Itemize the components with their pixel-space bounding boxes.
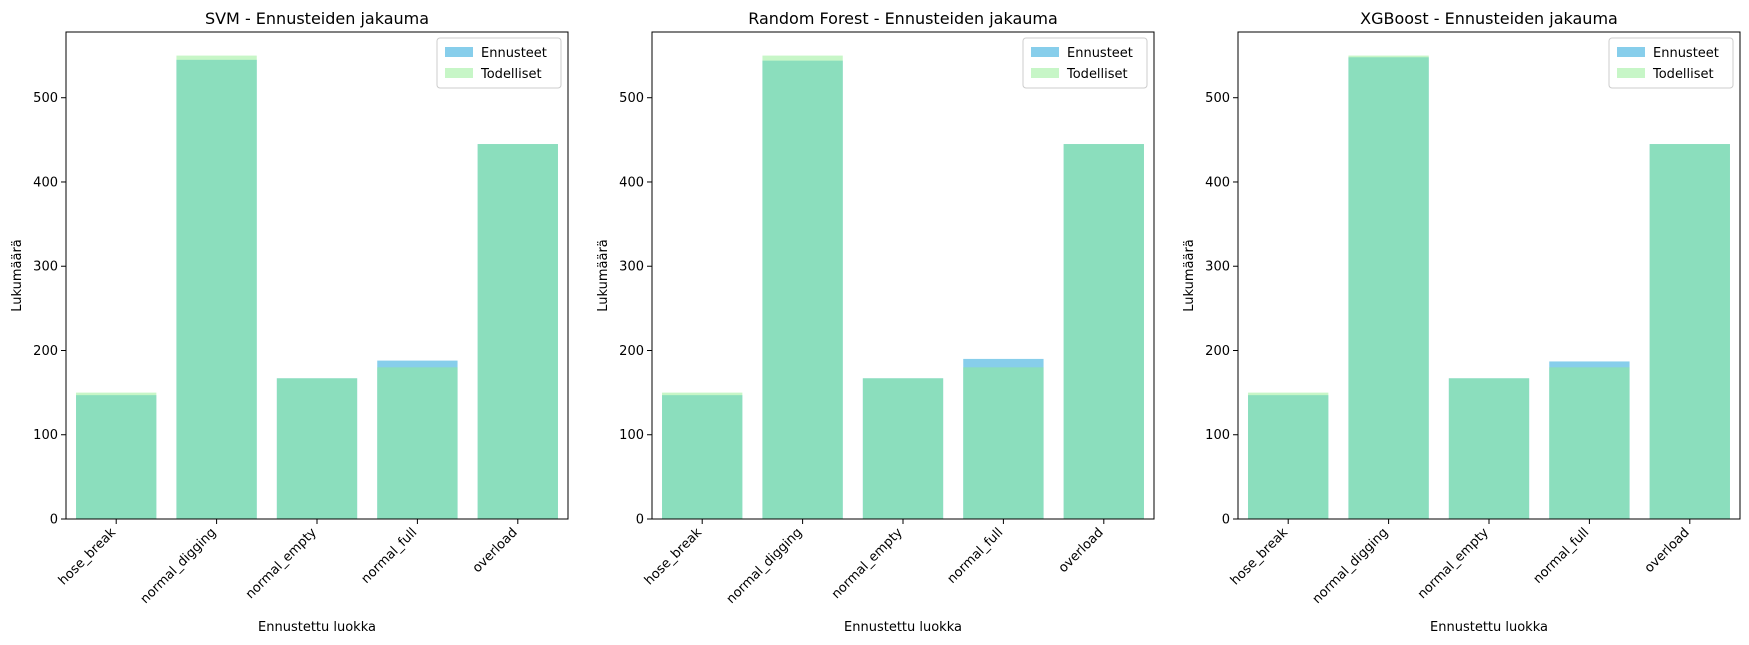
y-axis-label: Lukumäärä <box>596 239 611 312</box>
x-tick-label: normal_digging <box>138 525 220 607</box>
x-tick-label: normal_empty <box>829 525 906 602</box>
bar-todelliset-normal_full <box>377 367 458 519</box>
x-tick-label: hose_break <box>1228 525 1291 588</box>
axes-frame <box>651 31 1155 520</box>
y-tick-label: 200 <box>33 344 58 359</box>
legend: Ennusteet Todelliset <box>1022 37 1148 89</box>
bar-todelliset-normal_empty <box>1448 378 1530 519</box>
legend-label-todelliset: Todelliset <box>480 67 542 82</box>
y-tick-label: 400 <box>33 175 58 190</box>
x-tick-label: normal_digging <box>1310 525 1392 607</box>
legend-label-ennusteet: Ennusteet <box>481 46 547 61</box>
chart-panel-2: Random Forest - Ennusteiden jakauma hose_… <box>596 9 1155 635</box>
y-tick-label: 400 <box>619 175 644 190</box>
axes-frame <box>1237 31 1741 520</box>
x-axis-label: Ennustettu luokka <box>258 620 376 635</box>
bar-todelliset-hose_break <box>76 392 157 519</box>
legend-swatch-todelliset <box>445 68 473 78</box>
x-tick-label: normal_full <box>945 525 1007 587</box>
x-axis-label: Ennustettu luokka <box>844 620 962 635</box>
bar-todelliset-normal_full <box>963 367 1044 519</box>
y-axis-label: Lukumäärä <box>10 239 25 312</box>
bar-todelliset-normal_digging <box>762 55 843 519</box>
y-tick-label: 500 <box>1205 91 1230 106</box>
x-tick-label: normal_empty <box>1415 525 1492 602</box>
y-tick-label: 500 <box>619 91 644 106</box>
y-tick-label: 200 <box>1205 344 1230 359</box>
x-tick-label: normal_full <box>359 525 421 587</box>
chart-title: XGBoost - Ennusteiden jakauma <box>1360 9 1618 28</box>
y-tick-label: 100 <box>619 428 644 443</box>
legend-swatch-ennusteet <box>1031 47 1059 57</box>
x-axis-label: Ennustettu luokka <box>1430 620 1548 635</box>
chart-panel-1: SVM - Ennusteiden jakauma hose_break norma… <box>10 9 569 635</box>
bar-todelliset-normal_digging <box>1348 55 1429 519</box>
y-tick-label: 300 <box>619 260 644 275</box>
legend-label-ennusteet: Ennusteet <box>1653 46 1719 61</box>
legend-label-ennusteet: Ennusteet <box>1067 46 1133 61</box>
x-tick-label: hose_break <box>642 525 705 588</box>
y-axis-label: Lukumäärä <box>1182 239 1197 312</box>
legend-swatch-ennusteet <box>1617 47 1645 57</box>
bar-todelliset-overload <box>477 144 558 519</box>
y-tick-label: 0 <box>1222 513 1230 528</box>
y-tick-label: 400 <box>1205 175 1230 190</box>
x-tick-label: normal_empty <box>243 525 320 602</box>
y-tick-label: 500 <box>33 91 58 106</box>
bar-todelliset-overload <box>1063 144 1144 519</box>
legend: Ennusteet Todelliset <box>1608 37 1734 89</box>
x-tick-label: normal_full <box>1531 525 1593 587</box>
x-tick-label: hose_break <box>56 525 119 588</box>
y-tick-label: 0 <box>636 513 644 528</box>
y-tick-label: 200 <box>619 344 644 359</box>
bar-todelliset-normal_empty <box>862 378 944 519</box>
y-tick-label: 100 <box>33 428 58 443</box>
y-tick-label: 300 <box>33 260 58 275</box>
x-tick-label: normal_digging <box>724 525 806 607</box>
y-tick-label: 300 <box>1205 260 1230 275</box>
legend-swatch-ennusteet <box>445 47 473 57</box>
x-tick-label: overload <box>1056 525 1107 576</box>
x-tick-label: overload <box>470 525 521 576</box>
bar-todelliset-hose_break <box>1248 392 1329 519</box>
chart-title: SVM - Ennusteiden jakauma <box>205 9 429 28</box>
bar-todelliset-normal_full <box>1549 367 1630 519</box>
legend-swatch-todelliset <box>1617 68 1645 78</box>
axes-frame <box>65 31 569 520</box>
legend-label-todelliset: Todelliset <box>1652 67 1714 82</box>
legend-swatch-todelliset <box>1031 68 1059 78</box>
x-tick-label: overload <box>1642 525 1693 576</box>
y-tick-label: 100 <box>1205 428 1230 443</box>
bar-todelliset-normal_empty <box>276 378 358 519</box>
legend: Ennusteet Todelliset <box>436 37 562 89</box>
bar-todelliset-hose_break <box>662 392 743 519</box>
bar-todelliset-normal_digging <box>176 55 257 519</box>
legend-label-todelliset: Todelliset <box>1066 67 1128 82</box>
y-tick-label: 0 <box>50 513 58 528</box>
chart-title: Random Forest - Ennusteiden jakauma <box>748 9 1058 28</box>
chart-panel-3: XGBoost - Ennusteiden jakauma hose_break n… <box>1182 9 1741 635</box>
bar-todelliset-overload <box>1649 144 1730 519</box>
